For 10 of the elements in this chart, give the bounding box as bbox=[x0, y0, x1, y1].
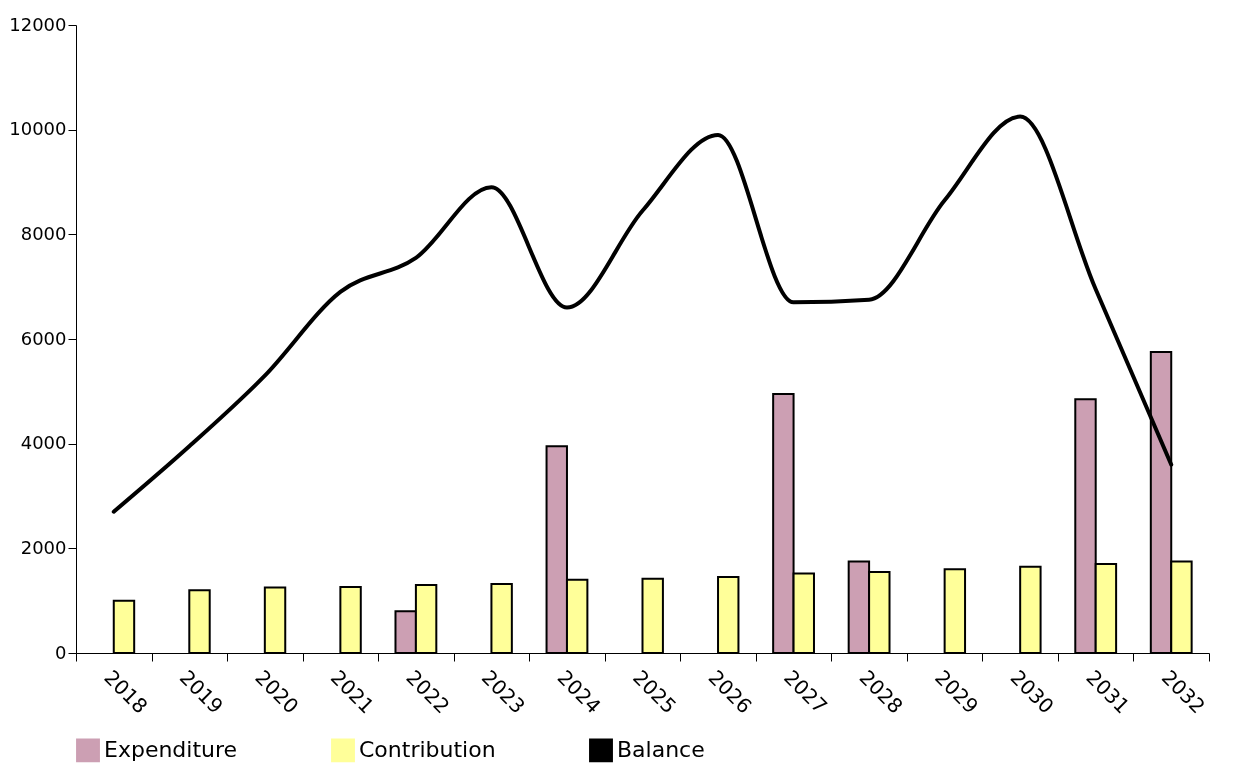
y-tick-label: 2000 bbox=[20, 536, 67, 558]
legend-label: Contribution bbox=[359, 737, 496, 763]
y-tick-label: 12000 bbox=[9, 13, 67, 35]
y-tick-label: 10000 bbox=[9, 118, 67, 140]
y-tick-label: 8000 bbox=[20, 222, 67, 244]
y-tick-label: 0 bbox=[55, 641, 67, 663]
y-tick-label: 4000 bbox=[20, 432, 67, 454]
legend-label: Expenditure bbox=[104, 737, 238, 763]
legend-label: Balance bbox=[617, 737, 705, 763]
y-tick-label: 6000 bbox=[20, 327, 67, 349]
